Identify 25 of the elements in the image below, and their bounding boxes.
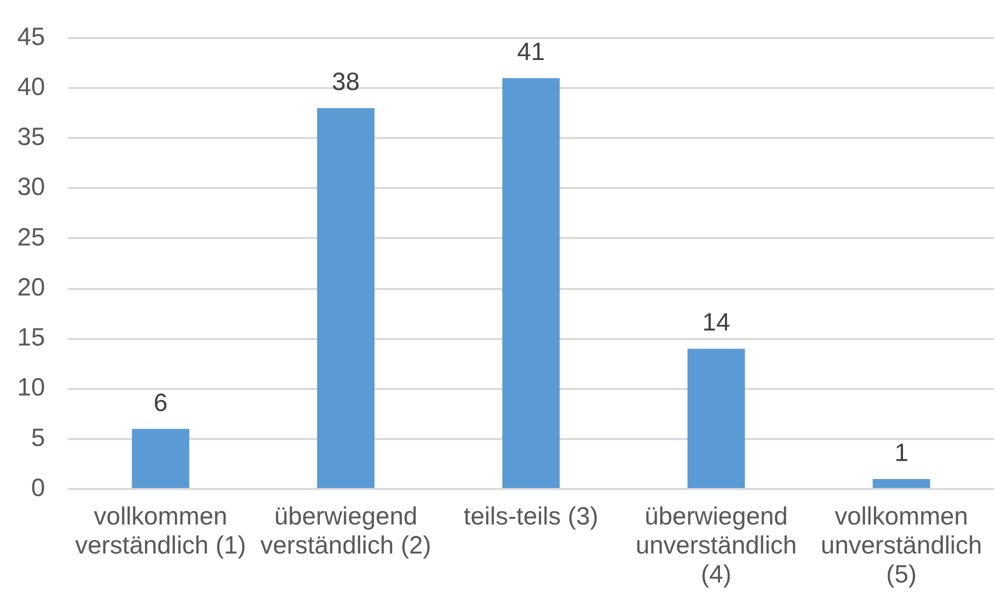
y-tick-label: 5 — [31, 424, 45, 452]
data-label: 14 — [702, 308, 730, 337]
y-tick-label: 40 — [17, 73, 45, 101]
y-tick-label: 30 — [17, 173, 45, 202]
y-tick-label: 45 — [17, 22, 45, 51]
data-label: 41 — [517, 38, 545, 66]
x-tick-label: überwiegend unverständlich (4) — [636, 502, 797, 588]
bar — [317, 108, 375, 488]
data-label: 6 — [154, 388, 168, 417]
bar — [502, 78, 560, 488]
x-tick-label: vollkommen verständlich (1) — [75, 502, 246, 560]
x-tick-label: vollkommen unverständlich (5) — [820, 502, 982, 588]
y-tick-label: 0 — [31, 474, 45, 502]
data-label: 1 — [894, 438, 908, 467]
y-tick-label: 25 — [17, 223, 45, 252]
y-tick-label: 10 — [17, 374, 45, 402]
bar — [132, 428, 190, 488]
bar — [687, 348, 745, 488]
x-tick-label: teils-teils (3) — [464, 502, 598, 530]
y-tick-label: 20 — [17, 273, 45, 302]
x-tick-label: überwiegend verständlich (2) — [260, 502, 432, 560]
bar — [872, 478, 930, 488]
data-label: 38 — [332, 68, 360, 96]
y-tick-label: 15 — [17, 324, 45, 352]
y-tick-label: 35 — [17, 123, 45, 152]
